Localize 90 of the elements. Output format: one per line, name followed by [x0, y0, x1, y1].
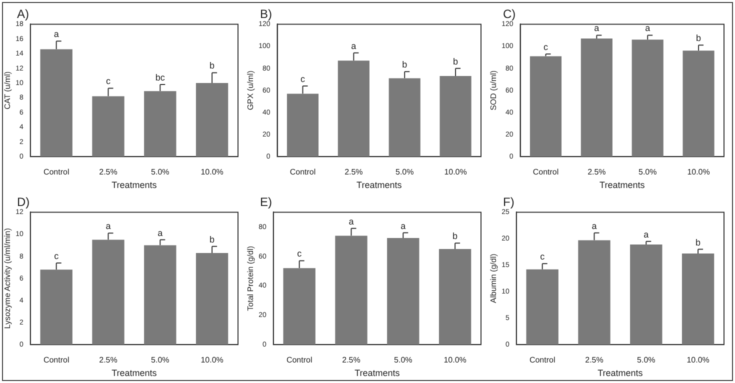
- y-axis-title: Total Protein (g/dl): [246, 246, 256, 311]
- x-tick-label: 2.5%: [344, 168, 363, 177]
- annotation: a: [348, 216, 354, 226]
- x-tick-label: Control: [290, 168, 316, 177]
- x-axis-title: Treatments: [354, 368, 400, 378]
- x-axis-title: Treatments: [598, 368, 644, 378]
- annotation: c: [540, 252, 546, 262]
- annotation: b: [210, 60, 215, 71]
- bar: [286, 94, 319, 157]
- annotation: a: [645, 23, 650, 34]
- x-axis-title: Treatments: [356, 180, 402, 190]
- annotation: a: [54, 29, 59, 40]
- y-axis-title: CAT (u/ml): [3, 71, 12, 110]
- x-tick-label: 10.0%: [687, 168, 710, 177]
- bar: [144, 91, 176, 157]
- annotation: b: [210, 234, 215, 244]
- annotation: b: [453, 56, 458, 66]
- x-axis-title: Treatments: [112, 368, 158, 378]
- annotation: a: [106, 221, 111, 232]
- annotation: a: [400, 220, 406, 231]
- bar: [388, 78, 420, 157]
- bar: [335, 236, 368, 345]
- annotation: b: [402, 60, 408, 70]
- bar: [196, 253, 228, 345]
- x-tick-label: 10.0%: [444, 168, 467, 177]
- x-tick-label: Control: [43, 356, 70, 365]
- bar: [92, 240, 124, 345]
- annotation: b: [452, 231, 458, 242]
- bar: [92, 96, 124, 157]
- bar: [283, 268, 316, 345]
- bar: [630, 244, 662, 345]
- x-tick-label: Control: [286, 356, 312, 365]
- bar: [440, 76, 472, 157]
- bar: [40, 49, 72, 157]
- chart-title: D): [17, 195, 30, 209]
- chart-title: E): [260, 195, 272, 209]
- bar: [682, 254, 714, 345]
- annotation: b: [696, 33, 702, 44]
- annotation: c: [297, 248, 302, 259]
- annotation: b: [696, 237, 701, 248]
- bar: [40, 270, 72, 345]
- x-axis-title: Treatments: [600, 180, 646, 190]
- x-tick-label: 10.0%: [200, 356, 224, 365]
- bar: [632, 40, 664, 157]
- chart-title: B): [260, 7, 272, 21]
- chart-title: C): [503, 7, 516, 21]
- x-tick-label: Control: [532, 168, 559, 177]
- annotation: a: [594, 23, 600, 34]
- y-axis-title: Albumin (g/dl): [489, 253, 498, 304]
- x-axis-title: Treatments: [112, 180, 158, 190]
- bar: [580, 38, 612, 157]
- annotation: bc: [155, 72, 166, 82]
- annotation: a: [158, 228, 163, 238]
- annotation: c: [106, 76, 111, 86]
- x-tick-label: 2.5%: [99, 168, 118, 177]
- chart-title: F): [503, 195, 514, 209]
- x-tick-label: Control: [529, 356, 556, 365]
- y-axis-title: GPX (u/ml): [246, 70, 256, 110]
- annotation: a: [351, 40, 356, 51]
- annotation: c: [300, 74, 306, 84]
- annotation: c: [54, 250, 60, 261]
- x-tick-label: 2.5%: [99, 356, 118, 365]
- x-tick-label: 5.0%: [151, 356, 170, 365]
- bar: [387, 238, 420, 345]
- x-tick-label: 2.5%: [342, 356, 360, 365]
- annotation: c: [543, 42, 548, 52]
- chart-title: A): [17, 7, 29, 21]
- x-tick-label: 5.0%: [395, 168, 414, 177]
- annotation: a: [592, 220, 597, 231]
- annotation: a: [644, 229, 649, 240]
- x-tick-label: 2.5%: [585, 356, 604, 365]
- bar: [526, 269, 558, 345]
- x-tick-label: Control: [43, 168, 70, 177]
- bar: [144, 245, 176, 345]
- x-tick-label: 5.0%: [638, 168, 657, 177]
- x-tick-label: 5.0%: [151, 168, 170, 177]
- x-tick-label: 10.0%: [686, 356, 710, 365]
- x-tick-label: 10.0%: [444, 356, 466, 365]
- x-tick-label: 5.0%: [637, 356, 656, 365]
- y-axis-title: SOD (u/ml): [489, 70, 498, 110]
- x-tick-label: 10.0%: [200, 168, 224, 177]
- bar: [438, 248, 472, 345]
- bar: [196, 83, 228, 157]
- bar: [338, 60, 370, 157]
- y-axis-title: Lysozyme Activity (u/ml/min): [3, 228, 12, 329]
- bar: [578, 240, 610, 345]
- bar: [682, 50, 714, 157]
- x-tick-label: 2.5%: [588, 168, 606, 177]
- x-tick-label: 5.0%: [394, 356, 412, 365]
- bar: [530, 56, 562, 157]
